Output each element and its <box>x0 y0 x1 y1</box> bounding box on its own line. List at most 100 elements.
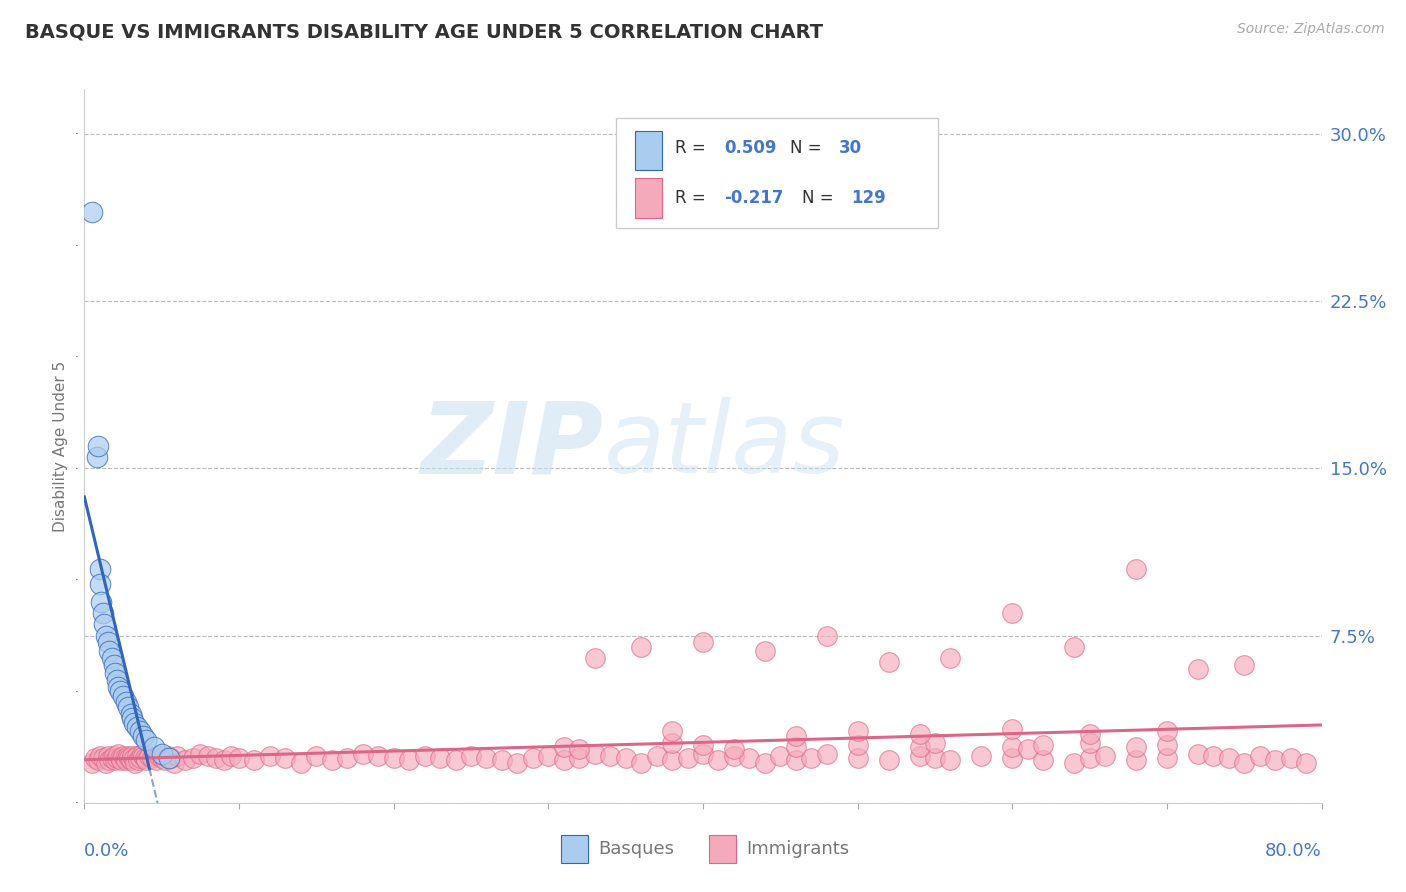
Point <box>101 651 124 665</box>
Point <box>568 742 591 756</box>
Point <box>129 724 152 739</box>
Point <box>614 751 637 765</box>
Point <box>134 751 156 765</box>
Bar <box>636 130 662 169</box>
Text: Source: ZipAtlas.com: Source: ZipAtlas.com <box>1237 22 1385 37</box>
Point <box>568 751 591 765</box>
Text: -0.217: -0.217 <box>724 189 783 207</box>
Point <box>970 749 993 764</box>
Point <box>115 696 138 710</box>
Point <box>367 749 389 764</box>
Point <box>1063 756 1085 770</box>
Point <box>122 751 145 765</box>
Point <box>166 749 188 764</box>
Point <box>553 740 575 755</box>
Point <box>1156 738 1178 752</box>
Point <box>924 751 946 765</box>
Point <box>908 726 931 740</box>
Point <box>553 753 575 767</box>
Point <box>120 753 142 767</box>
Point <box>723 749 745 764</box>
Text: Immigrants: Immigrants <box>747 840 849 858</box>
Point <box>815 628 838 642</box>
Point <box>110 753 132 767</box>
Point <box>205 751 228 765</box>
Point <box>1001 740 1024 755</box>
Point <box>1233 657 1256 672</box>
FancyBboxPatch shape <box>616 118 938 228</box>
Point <box>676 751 699 765</box>
Point <box>86 450 108 464</box>
Point <box>141 751 163 765</box>
Point <box>537 749 560 764</box>
Point <box>382 751 405 765</box>
Point <box>163 756 186 770</box>
Point <box>121 711 143 725</box>
Point <box>305 749 328 764</box>
Point <box>661 735 683 749</box>
Point <box>228 751 250 765</box>
Point <box>877 655 900 669</box>
Point <box>429 751 451 765</box>
Point <box>522 751 544 765</box>
Point <box>91 607 114 621</box>
Point <box>90 595 112 609</box>
Point <box>82 756 104 770</box>
Point <box>336 751 359 765</box>
Point <box>413 749 436 764</box>
Point <box>181 751 204 765</box>
Point <box>1017 742 1039 756</box>
Point <box>630 640 652 654</box>
Point <box>707 753 730 767</box>
Point <box>754 644 776 658</box>
Point <box>150 747 173 761</box>
Point <box>132 749 155 764</box>
Point <box>460 749 482 764</box>
Point <box>692 738 714 752</box>
Point <box>93 617 115 632</box>
Point <box>1187 747 1209 761</box>
Point <box>352 747 374 761</box>
Point <box>87 439 110 453</box>
Point <box>212 753 235 767</box>
Point <box>599 749 621 764</box>
Point <box>103 657 125 672</box>
Point <box>143 740 166 755</box>
Point <box>124 756 146 770</box>
Point <box>815 747 838 761</box>
Point <box>125 720 148 734</box>
Point <box>174 753 197 767</box>
Point <box>1202 749 1225 764</box>
Point <box>692 635 714 649</box>
Point <box>259 749 281 764</box>
Point <box>908 749 931 764</box>
Point <box>1279 751 1302 765</box>
Point <box>108 684 131 698</box>
Point <box>1001 723 1024 737</box>
Point <box>129 751 152 765</box>
Point <box>1094 749 1116 764</box>
Bar <box>709 835 737 863</box>
Point <box>800 751 823 765</box>
Point <box>630 756 652 770</box>
Text: 30: 30 <box>839 139 862 157</box>
Point <box>1187 662 1209 676</box>
Point <box>785 753 807 767</box>
Point <box>96 635 118 649</box>
Text: Basques: Basques <box>598 840 673 858</box>
Text: 0.509: 0.509 <box>724 139 776 157</box>
Point <box>754 756 776 770</box>
Point <box>475 751 498 765</box>
Point <box>131 747 153 761</box>
Point <box>115 753 138 767</box>
Point <box>1001 751 1024 765</box>
Point <box>444 753 467 767</box>
Point <box>127 753 149 767</box>
Point <box>321 753 343 767</box>
Text: R =: R = <box>675 189 710 207</box>
Point <box>108 751 131 765</box>
Point <box>91 751 114 765</box>
Point <box>120 706 142 721</box>
Point <box>1125 562 1147 576</box>
Point <box>121 749 143 764</box>
